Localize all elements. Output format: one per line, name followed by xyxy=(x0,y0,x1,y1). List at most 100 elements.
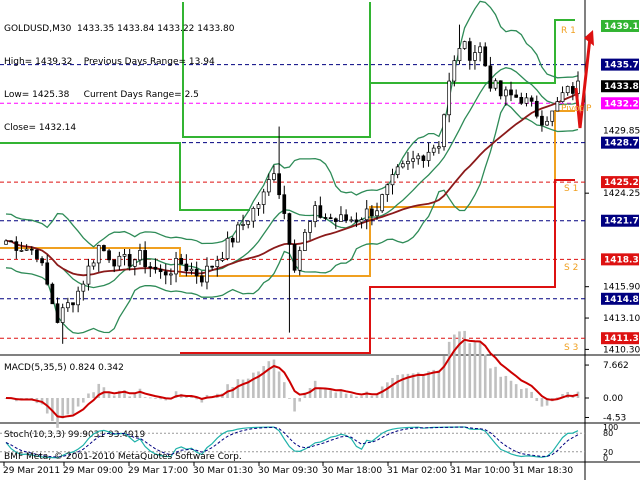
forecast-arrow-head xyxy=(584,30,594,46)
macd-histogram-bar xyxy=(87,393,90,398)
candle-body xyxy=(333,218,338,222)
candle-body xyxy=(107,250,111,261)
bollinger-bands xyxy=(5,0,579,335)
macd-panel: MACD(5,35,5) 0.824 0.342 7.662 0.00 -4.53 xyxy=(4,330,629,428)
macd-histogram-bar xyxy=(272,359,276,398)
macd-histogram-bar xyxy=(205,394,209,398)
candle-body xyxy=(375,210,379,217)
candle-body xyxy=(406,160,410,165)
macd-histogram-bar xyxy=(473,342,477,398)
macd-histogram-bar xyxy=(231,386,235,398)
s2-label: S 2 xyxy=(564,263,578,273)
macd-scale-label: 7.662 xyxy=(603,361,629,371)
candle-body xyxy=(421,155,426,161)
macd-histogram-bar xyxy=(514,384,518,398)
macd-histogram-bar xyxy=(406,373,410,398)
bollinger-upper xyxy=(5,0,579,248)
candle-body xyxy=(158,269,163,273)
time-axis: 29 Mar 2011 29 Mar 09:00 29 Mar 17:00 30 Ma… xyxy=(3,462,573,476)
price-marker xyxy=(601,332,639,345)
price-scale-label: 1429.85 xyxy=(603,126,640,136)
macd-histogram-bar xyxy=(499,376,503,398)
candle-body xyxy=(184,263,189,272)
macd-histogram-bar xyxy=(257,371,260,398)
candle-body xyxy=(359,219,364,223)
macd-label: MACD(5,35,5) 0.824 0.342 xyxy=(4,363,124,373)
candle-body xyxy=(509,89,513,96)
candle-body xyxy=(174,258,178,275)
candle-body xyxy=(220,258,225,261)
close-line: Close= 1432.14 xyxy=(4,123,77,133)
candle-body xyxy=(504,89,508,97)
low-line: Low= 1425.38 Current Days Range= 2.5 xyxy=(4,90,234,101)
price-marker-label: 1414.82 xyxy=(604,295,640,305)
candle-body xyxy=(437,146,441,149)
time-axis-label: 31 Mar 18:30 xyxy=(513,466,573,476)
time-axis-label: 29 Mar 2011 xyxy=(3,466,60,476)
macd-histogram-bar xyxy=(540,398,544,407)
macd-histogram-bar xyxy=(509,380,513,398)
macd-histogram-bar xyxy=(375,394,379,398)
candle-body xyxy=(478,46,482,53)
candle-body xyxy=(570,86,575,94)
macd-histogram-bar xyxy=(241,379,245,398)
price-scale-label: 1413.10 xyxy=(603,314,640,324)
stoch-main-line xyxy=(5,426,579,459)
macd-histogram-bar xyxy=(437,370,441,398)
candle-body xyxy=(344,214,348,221)
macd-histogram-bar xyxy=(138,388,142,398)
macd-histogram-bar xyxy=(71,398,75,415)
candle-body xyxy=(35,249,39,259)
price-marker-label: 1421.79 xyxy=(604,217,640,227)
high-value: High= 1439.32 xyxy=(4,57,73,67)
candle-body xyxy=(29,248,34,251)
macd-histogram-bar xyxy=(463,330,466,398)
macd-histogram-bar xyxy=(391,377,394,398)
macd-histogram-bar xyxy=(97,383,101,398)
candle-body xyxy=(473,52,477,61)
macd-histogram-bar xyxy=(148,397,152,399)
macd-histogram-bar xyxy=(298,398,302,402)
s3-label: S 3 xyxy=(564,343,578,353)
candle-body xyxy=(524,97,529,104)
macd-histogram-bar xyxy=(365,391,369,398)
stoch-scale-label: 80 xyxy=(603,429,613,438)
macd-scale-label: 0.00 xyxy=(603,394,623,404)
stoch-scale-label: 20 xyxy=(603,448,613,457)
candle-body xyxy=(555,101,560,112)
price-marker-label: 1435.73 xyxy=(604,61,640,71)
macd-histogram-bar xyxy=(478,341,482,398)
price-scale[interactable]: 1424.25 1415.90 1413.10 1410.30 1429.85 1439.… xyxy=(585,19,640,355)
price-scale-label: 1415.90 xyxy=(603,283,640,293)
macd-histogram-bar xyxy=(118,390,121,398)
candle-body xyxy=(545,120,549,126)
macd-histogram-bar xyxy=(344,393,348,398)
macd-histogram-bar xyxy=(262,366,265,398)
macd-histogram-bar xyxy=(416,372,420,398)
price-scale-label: 1424.25 xyxy=(603,189,640,199)
candle-body xyxy=(308,221,312,233)
forecast-arrow-line xyxy=(574,37,592,129)
candle-body xyxy=(266,179,271,193)
time-axis-label: 30 Mar 09:30 xyxy=(258,466,318,476)
candle-body xyxy=(534,100,539,117)
candle-body xyxy=(287,213,292,245)
copyright-text: BMF Meta, © 2001-2010 MetaQuotes Softwar… xyxy=(4,452,242,462)
candle-body xyxy=(400,163,405,168)
time-axis-label: 31 Mar 02:00 xyxy=(387,466,447,476)
macd-scale-label: -4.53 xyxy=(603,413,626,423)
session-boxes xyxy=(0,2,575,354)
candle-body xyxy=(50,283,55,305)
macd-histogram-bar xyxy=(267,361,271,398)
macd-histogram-bar xyxy=(355,396,358,398)
candle-body xyxy=(215,260,220,267)
candle-body xyxy=(277,173,281,196)
low-value: Low= 1425.38 xyxy=(4,90,70,100)
candle-body xyxy=(488,65,493,89)
macd-histogram-bar xyxy=(386,382,389,398)
macd-histogram-bar xyxy=(200,398,204,403)
